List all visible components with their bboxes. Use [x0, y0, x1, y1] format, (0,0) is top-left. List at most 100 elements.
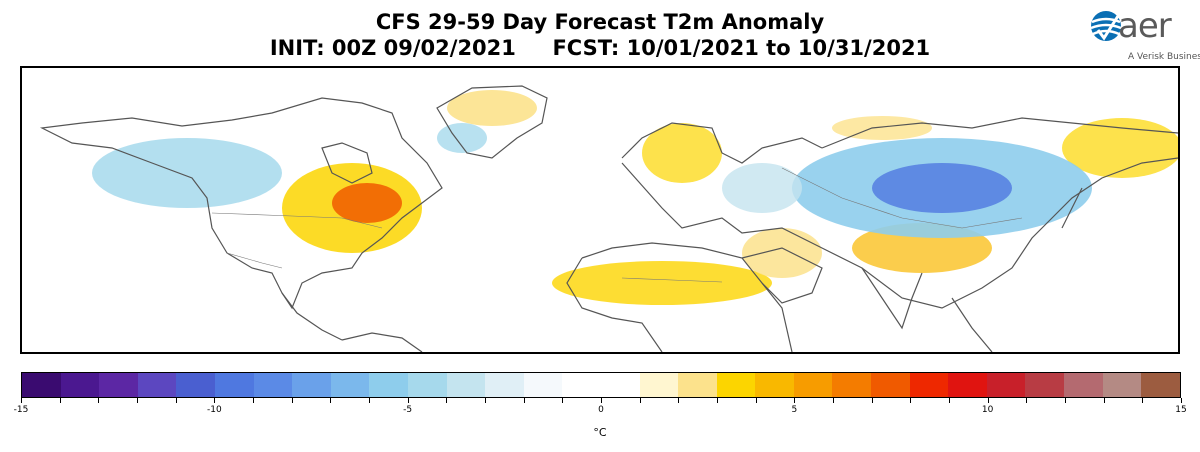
us-mexico-border	[226, 252, 283, 269]
colorbar-segment	[678, 373, 717, 397]
colorbar-tick-label: -10	[206, 405, 222, 415]
colorbar-tick	[910, 398, 912, 403]
colorbar-segment	[871, 373, 910, 397]
colorbar-segment	[755, 373, 794, 397]
colorbar-unit: °C	[593, 426, 607, 439]
africa-west-coast	[566, 257, 663, 352]
colorbar-segment	[716, 373, 756, 397]
colorbar-tick	[562, 398, 564, 403]
colorbar-tick	[987, 398, 989, 403]
colorbar-tick	[601, 398, 602, 403]
colorbar-tick	[1026, 398, 1028, 403]
logo-wordmark: aer	[1118, 6, 1172, 46]
colorbar-tick	[137, 398, 138, 403]
warm-anomaly-east-siberia	[1062, 118, 1178, 178]
map-title: CFS 29-59 Day Forecast T2m Anomaly	[375, 10, 825, 34]
globe-icon	[1090, 11, 1122, 41]
colorbar-tick	[755, 398, 757, 403]
aer-logo: aer A Verisk Business	[1088, 6, 1200, 68]
forecast-period: INIT: 00Z 09/02/2021 FCST: 10/01/2021 to…	[269, 36, 931, 60]
eurasia-outline	[621, 157, 1178, 309]
colorbar-segment	[253, 373, 293, 397]
colorbar-segment	[986, 373, 1026, 397]
warm-anomaly-great-lakes	[332, 183, 402, 223]
colorbar-tick-label: -15	[13, 405, 29, 415]
colorbar-segment	[485, 373, 524, 397]
colorbar-tick	[794, 398, 796, 403]
colorbar-tick	[949, 398, 950, 403]
colorbar-segment	[60, 373, 100, 397]
colorbar-tick	[523, 398, 525, 403]
colorbar-segment	[562, 373, 601, 397]
colorbar-segment	[369, 373, 408, 397]
colorbar-segment	[793, 373, 833, 397]
anomaly-map	[39, 85, 1178, 352]
cool-anomaly-greenland-south	[437, 123, 487, 153]
warm-anomaly-arabia	[742, 228, 822, 278]
colorbar-segment	[1141, 373, 1180, 397]
asia-border-1	[781, 167, 1023, 229]
colorbar-segment	[330, 373, 370, 397]
colorbar-tick-label: 5	[791, 405, 798, 415]
cool-anomaly-fields	[92, 123, 1092, 238]
north-eurasia-coast	[821, 117, 1178, 149]
cool-anomaly-eastern-europe	[722, 163, 802, 213]
colorbar-tick	[59, 398, 61, 403]
europe-outline	[621, 122, 823, 164]
warm-anomaly-arctic-russia	[832, 116, 932, 140]
north-america-outline	[39, 97, 443, 310]
colorbar-tick	[833, 398, 834, 403]
colorbar-tick-label: 0	[598, 405, 604, 415]
colorbar-segment	[948, 373, 987, 397]
africa-outline	[581, 242, 793, 352]
colorbar-segment	[446, 373, 486, 397]
greenland-outline	[436, 85, 548, 159]
colorbar-tick	[214, 398, 216, 403]
colorbar-tick	[1181, 398, 1182, 403]
logo-tagline: A Verisk Business	[1128, 52, 1200, 62]
colorbar-segment	[909, 373, 949, 397]
warm-anomaly-greenland	[447, 90, 537, 126]
india-outline	[861, 267, 923, 330]
colorbar-tick-label: -5	[403, 405, 413, 415]
colorbar-tick	[175, 398, 177, 403]
colorbar-tick-label: 15	[1175, 405, 1187, 415]
colorbar-tick	[21, 398, 22, 403]
cool-anomaly-western-canada	[92, 138, 282, 208]
colorbar-tick	[1103, 398, 1105, 403]
hudson-bay-outline	[321, 142, 373, 184]
colorbar-tick	[407, 398, 409, 403]
colorbar-segment	[639, 373, 679, 397]
warm-anomaly-scandinavia	[642, 123, 722, 183]
colorbar-segment	[1064, 373, 1103, 397]
warm-anomaly-sahara	[552, 261, 772, 305]
colorbar-segment	[22, 373, 61, 397]
colorbar-tick	[330, 398, 332, 403]
colorbar-tick	[98, 398, 100, 403]
colorbar-tick	[369, 398, 370, 403]
colorbar-segment	[176, 373, 215, 397]
colorbar-segment	[407, 373, 447, 397]
japan-outline	[1061, 187, 1083, 229]
colorbar-tick	[1065, 398, 1066, 403]
colorbar-segment	[1025, 373, 1065, 397]
colorbar-segment	[523, 373, 563, 397]
us-canada-border	[211, 212, 383, 229]
colorbar-segment	[99, 373, 138, 397]
colorbar-segment	[600, 373, 640, 397]
colorbar-tick	[485, 398, 486, 403]
south-america-outline	[341, 332, 423, 352]
africa-border-1	[621, 277, 723, 283]
colorbar-segment	[292, 373, 331, 397]
colorbar-tick	[639, 398, 641, 403]
colorbar-segment	[214, 373, 254, 397]
arabia-outline	[741, 247, 823, 304]
colorbar-tick	[291, 398, 293, 403]
map-panel	[20, 66, 1180, 354]
colorbar-tick	[253, 398, 254, 403]
colorbar-tick	[717, 398, 718, 403]
colorbar-tick	[871, 398, 873, 403]
colorbar-segment	[137, 373, 177, 397]
colorbar	[21, 372, 1181, 398]
coastlines	[39, 85, 1178, 352]
